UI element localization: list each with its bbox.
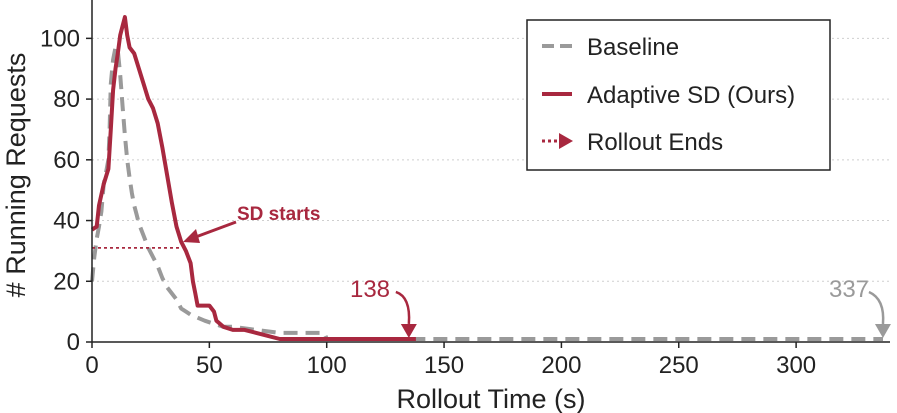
rollout-end-arrow-curve [395, 290, 411, 325]
sd-starts-arrow-head [183, 229, 200, 243]
y-tick-label: 20 [53, 268, 80, 295]
legend-label: Adaptive SD (Ours) [587, 82, 795, 109]
annotation-layer: SD starts 138 337 [92, 204, 891, 338]
x-tick-label: 150 [424, 352, 464, 379]
legend-box [526, 19, 831, 171]
y-axis-title: # Running Requests [1, 53, 31, 298]
rollout-end-marker [400, 323, 417, 338]
x-tick-label: 250 [659, 352, 699, 379]
legend-swatch-arrow-icon [559, 133, 573, 149]
sd-starts-arrow-shaft [192, 220, 237, 240]
legend: Baseline Adaptive SD (Ours) Rollout Ends [526, 19, 831, 171]
adaptive-sd-series-line [90, 15, 416, 341]
y-tick-label: 60 [53, 147, 80, 174]
sd-starts-label: SD starts [237, 204, 320, 225]
x-tick-label: 200 [541, 352, 581, 379]
rollout-end-label: 337 [829, 276, 869, 303]
x-tick-label: 50 [196, 352, 223, 379]
x-tick-label: 100 [307, 352, 347, 379]
x-tick-label: 300 [776, 352, 816, 379]
x-tick-label: 0 [85, 352, 98, 379]
legend-label: Rollout Ends [587, 129, 723, 156]
series-layer [90, 15, 883, 341]
y-tick-label: 40 [53, 208, 80, 235]
y-tick-label: 100 [40, 25, 80, 52]
y-tick-label: 80 [53, 86, 80, 113]
rollout-end-label: 138 [350, 276, 390, 303]
rollout-end-arrow-curve [868, 290, 885, 325]
x-axis-title: Rollout Time (s) [396, 384, 585, 413]
legend-label: Baseline [587, 34, 679, 61]
rollout-end-marker [874, 323, 891, 338]
y-tick-label: 0 [67, 329, 80, 356]
